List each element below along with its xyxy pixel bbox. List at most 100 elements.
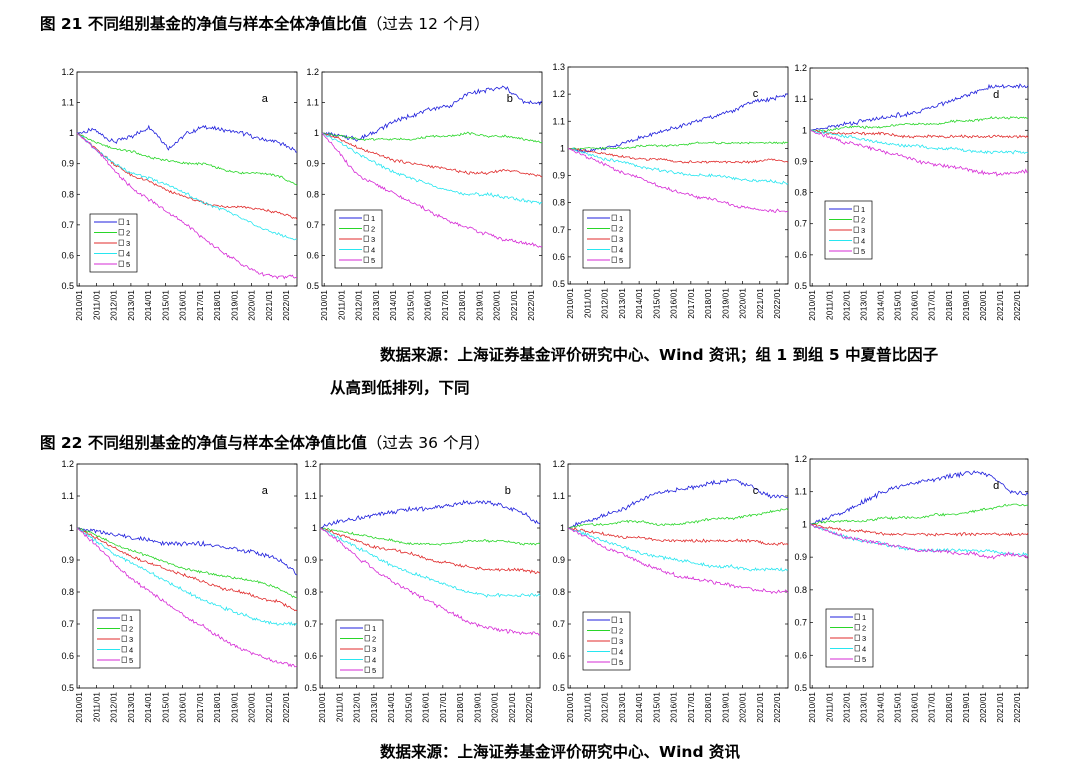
legend-glyph xyxy=(121,625,127,632)
plot-frame xyxy=(319,463,541,689)
series-line-2 xyxy=(567,508,789,529)
x-tick-label: 2013/01 xyxy=(617,692,627,723)
legend-label: 3 xyxy=(862,634,866,643)
series-line-3 xyxy=(809,523,1029,537)
x-tick-label: 2021/01 xyxy=(507,692,517,723)
series-line-3 xyxy=(76,132,298,220)
series-line-2 xyxy=(76,527,298,599)
plot-frame xyxy=(809,458,1029,689)
x-tick-label: 2021/01 xyxy=(755,288,765,319)
series-line-1 xyxy=(76,527,298,576)
legend-glyph xyxy=(118,229,124,236)
y-tick-label: 0.7 xyxy=(552,619,565,629)
x-tick-label: 2022/01 xyxy=(281,692,291,723)
series-line-4 xyxy=(809,129,1029,155)
legend-label: 3 xyxy=(861,226,865,235)
x-tick-label: 2017/01 xyxy=(195,290,205,321)
x-tick-label: 2019/01 xyxy=(961,290,971,321)
series-line-4 xyxy=(567,147,789,185)
legend-label: 3 xyxy=(619,235,623,244)
x-tick-label: 2018/01 xyxy=(455,692,465,723)
x-tick-label: 2011/01 xyxy=(582,692,592,722)
figure-22-title: 图 22 不同组别基金的净值与样本全体净值比值（过去 36 个月） xyxy=(40,431,489,453)
legend-glyph xyxy=(611,225,617,232)
x-tick-label: 2015/01 xyxy=(403,692,413,723)
legend-glyph xyxy=(853,216,859,223)
legend-label: 5 xyxy=(862,655,866,664)
legend-glyph xyxy=(853,247,859,254)
legend-label: 2 xyxy=(371,225,375,234)
legend-label: 1 xyxy=(126,218,130,227)
series-line-5 xyxy=(321,132,543,248)
x-tick-label: 2016/01 xyxy=(910,290,920,321)
panel-letter: d xyxy=(993,480,999,492)
x-tick-label: 2014/01 xyxy=(634,692,644,723)
y-tick-label: 0.6 xyxy=(794,250,807,260)
y-tick-label: 1 xyxy=(560,143,565,153)
series-line-5 xyxy=(76,132,298,280)
plot-frame xyxy=(567,463,789,689)
y-tick-label: 0.8 xyxy=(552,587,565,597)
legend-label: 5 xyxy=(126,260,130,269)
y-tick-label: 1 xyxy=(69,523,74,533)
y-tick-label: 0.8 xyxy=(304,587,317,597)
figure-22-title-paren: （过去 36 个月） xyxy=(366,434,490,452)
y-tick-label: 0.5 xyxy=(306,281,319,291)
x-tick-label: 2014/01 xyxy=(143,290,153,321)
plot-frame xyxy=(321,71,543,287)
x-tick-label: 2014/01 xyxy=(634,288,644,319)
chart-21c: 0.5 0.6 0.7 0.8 0.9 1 1.1 1.2 1.3 2010/01 2011/01 2… xyxy=(552,62,789,319)
legend-label: 4 xyxy=(129,646,133,655)
x-tick-label: 2016/01 xyxy=(423,290,433,321)
x-tick-label: 2022/01 xyxy=(526,290,536,321)
series-line-5 xyxy=(809,129,1029,177)
series-line-4 xyxy=(809,524,1028,557)
x-tick-label: 2021/01 xyxy=(509,290,519,321)
x-tick-label: 2019/01 xyxy=(961,692,971,723)
x-tick-label: 2022/01 xyxy=(772,288,782,319)
legend-glyph xyxy=(363,214,369,221)
panel-letter: d xyxy=(993,89,999,101)
figure-21-source-line2: 从高到低排列，下同 xyxy=(330,379,470,397)
y-tick-label: 0.9 xyxy=(552,555,565,565)
legend-glyph xyxy=(118,218,124,225)
legend-label: 5 xyxy=(129,656,133,665)
legend-label: 3 xyxy=(371,235,375,244)
x-tick-label: 2010/01 xyxy=(807,290,817,321)
legend-label: 2 xyxy=(126,229,130,238)
x-tick-label: 2022/01 xyxy=(772,692,782,723)
x-tick-label: 2020/01 xyxy=(247,290,257,321)
panel-letter: b xyxy=(507,93,513,105)
legend-glyph xyxy=(853,226,859,233)
y-tick-label: 0.5 xyxy=(794,683,807,693)
legend-label: 4 xyxy=(861,237,865,246)
x-tick-label: 2010/01 xyxy=(807,692,817,723)
legend-label: 2 xyxy=(862,624,866,633)
x-tick-label: 2010/01 xyxy=(565,288,575,319)
series-line-4 xyxy=(76,527,298,627)
y-tick-label: 0.8 xyxy=(794,188,807,198)
y-tick-label: 0.5 xyxy=(61,683,74,693)
y-tick-label: 1.1 xyxy=(304,491,317,501)
legend-glyph xyxy=(121,635,127,642)
x-tick-label: 2013/01 xyxy=(369,692,379,723)
legend-label: 1 xyxy=(129,614,133,623)
legend-label: 4 xyxy=(371,246,375,255)
chart-21b: 0.5 0.6 0.7 0.8 0.9 1 1.1 1.2 2010/01 2011/01 2012… xyxy=(306,67,543,321)
y-tick-label: 1.2 xyxy=(552,89,565,99)
series-line-4 xyxy=(567,527,789,572)
figure-22-title-main: 图 22 不同组别基金的净值与样本全体净值比值 xyxy=(40,434,367,452)
y-tick-label: 0.7 xyxy=(552,225,565,235)
x-tick-label: 2018/01 xyxy=(703,288,713,319)
legend-label: 3 xyxy=(372,645,376,654)
x-tick-label: 2020/01 xyxy=(247,692,257,723)
plot-frame xyxy=(76,71,298,287)
series-line-3 xyxy=(567,527,789,546)
y-tick-label: 0.9 xyxy=(552,171,565,181)
legend-glyph xyxy=(364,635,370,642)
legend-glyph xyxy=(118,260,124,267)
y-tick-label: 0.7 xyxy=(794,219,807,229)
x-tick-label: 2013/01 xyxy=(126,290,136,321)
y-tick-label: 1 xyxy=(802,519,807,529)
legend-glyph xyxy=(611,256,617,263)
